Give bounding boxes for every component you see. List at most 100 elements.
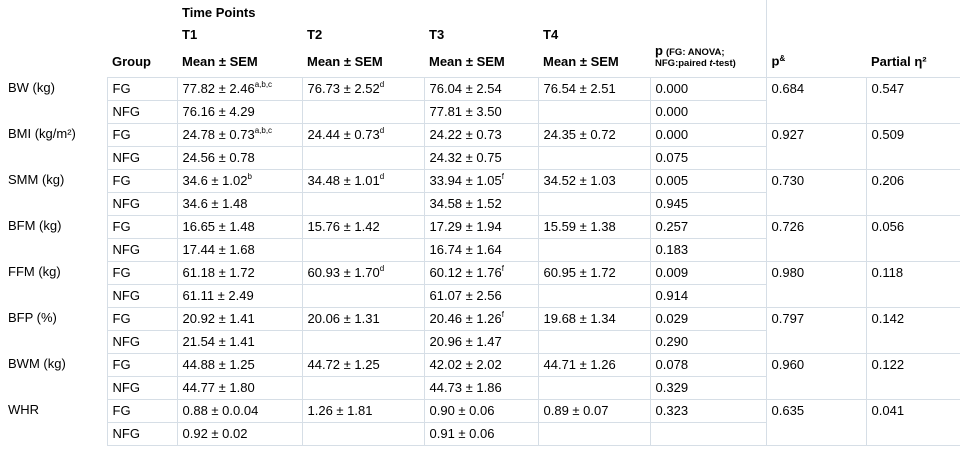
row-label: BFP (%) [8, 310, 57, 325]
row-label: BWM (kg) [8, 356, 66, 371]
cell-t1: 20.92 ± 1.41 [176, 306, 303, 331]
row-label: WHR [8, 402, 40, 417]
header-row-time-points: Group Time Points p (FG: ANOVA; NFG:paired… [0, 0, 960, 77]
cell-t4 [537, 329, 651, 354]
significance-superscript: d [379, 125, 385, 135]
header-row-mean-sem: Mean ± SEM Mean ± SEM Mean ± SEM Mean ± … [0, 44, 960, 77]
cell-t1: 77.82 ± 2.46a,b,c [176, 76, 303, 101]
cell-t3: 0.90 ± 0.06 [423, 398, 539, 423]
cell-t4: 24.35 ± 0.72 [537, 122, 651, 147]
table-row-fg: SMM (kg) FG 34.6 ± 1.02b 34.48 ± 1.01d 33.94… [0, 168, 960, 216]
cell-t3: 42.02 ± 2.02 [423, 352, 539, 377]
cell-t3: 44.73 ± 1.86 [423, 375, 539, 400]
row-label: BFM (kg) [8, 218, 62, 233]
cell-t1: 24.56 ± 0.78 [176, 145, 303, 170]
cell-p: 0.009 [649, 260, 767, 285]
cell-t4: 60.95 ± 1.72 [537, 260, 651, 285]
cell-t3: 0.91 ± 0.06 [423, 421, 539, 446]
corner-cell [0, 0, 107, 77]
cell-p: 0.290 [649, 329, 767, 354]
cell-t4 [537, 283, 651, 308]
cell-partial-eta: 0.056 [865, 214, 960, 262]
cell-t2: 44.72 ± 1.25 [301, 352, 425, 377]
cell-t4: 15.59 ± 1.38 [537, 214, 651, 239]
cell-partial-eta: 0.118 [865, 260, 960, 308]
cell-group: FG [106, 168, 178, 193]
significance-superscript: a,b,c [254, 125, 273, 135]
cell-t4: 34.52 ± 1.03 [537, 168, 651, 193]
cell-group: FG [106, 352, 178, 377]
cell-group: NFG [106, 99, 178, 124]
table-row-fg: FFM (kg) FG 61.18 ± 1.72 60.93 ± 1.70d 60.12… [0, 260, 960, 308]
cell-t4: 0.89 ± 0.07 [537, 398, 651, 423]
col-header-t1: T1 [182, 27, 198, 42]
cell-group: FG [106, 76, 178, 101]
cell-group: NFG [106, 375, 178, 400]
cell-t3: 20.96 ± 1.47 [423, 329, 539, 354]
cell-t2: 76.73 ± 2.52d [301, 76, 425, 101]
cell-p: 0.000 [649, 122, 767, 147]
cell-p: 0.005 [649, 168, 767, 193]
row-label: SMM (kg) [8, 172, 65, 187]
col-header-t3: T3 [429, 27, 445, 42]
significance-superscript: a,b,c [254, 79, 273, 89]
cell-t4 [537, 145, 651, 170]
table-row-fg: BWM (kg) FG 44.88 ± 1.25 44.72 ± 1.25 42.02 … [0, 352, 960, 400]
row-label: FFM (kg) [8, 264, 61, 279]
cell-t2 [301, 329, 425, 354]
cell-p: 0.329 [649, 375, 767, 400]
significance-superscript: d [379, 171, 385, 181]
cell-t3: 16.74 ± 1.64 [423, 237, 539, 262]
cell-t2: 1.26 ± 1.81 [301, 398, 425, 423]
cell-t2 [301, 145, 425, 170]
cell-partial-eta: 0.206 [865, 168, 960, 216]
cell-t1: 61.18 ± 1.72 [176, 260, 303, 285]
col-header-time-points: Time Points [182, 5, 256, 20]
cell-p: 0.029 [649, 306, 767, 331]
cell-t1: 61.11 ± 2.49 [176, 283, 303, 308]
significance-superscript: f [501, 309, 504, 319]
col-header-p: p (FG: ANOVA; NFG:paired t-test) [650, 0, 766, 77]
row-label: BW (kg) [8, 80, 55, 95]
cell-group: NFG [106, 283, 178, 308]
col-header-mean-sem-t1: Mean ± SEM [182, 53, 258, 69]
cell-p: 0.000 [649, 76, 767, 101]
cell-group: NFG [106, 329, 178, 354]
col-header-mean-sem-t4: Mean ± SEM [543, 53, 619, 69]
cell-t2: 24.44 ± 0.73d [301, 122, 425, 147]
cell-t1: 34.6 ± 1.48 [176, 191, 303, 216]
table-row-nfg: NFG 0.92 ± 0.02 0.91 ± 0.06 [0, 421, 960, 446]
cell-group: FG [106, 260, 178, 285]
cell-t4 [537, 421, 651, 446]
cell-p [649, 421, 767, 446]
cell-p: 0.257 [649, 214, 767, 239]
cell-p-amp: 0.927 [765, 122, 867, 170]
col-header-p-amp: p& [765, 0, 867, 77]
cell-group: NFG [106, 145, 178, 170]
col-header-t2: T2 [307, 27, 323, 42]
significance-superscript: f [501, 171, 504, 181]
table-row-nfg: NFG 44.77 ± 1.80 44.73 ± 1.86 0.329 [0, 375, 960, 400]
cell-t4: 44.71 ± 1.26 [537, 352, 651, 377]
cell-t4: 76.54 ± 2.51 [537, 76, 651, 101]
cell-t2: 15.76 ± 1.42 [301, 214, 425, 239]
cell-t3: 17.29 ± 1.94 [423, 214, 539, 239]
cell-t2 [301, 283, 425, 308]
table-row-fg: BFM (kg) FG 16.65 ± 1.48 15.76 ± 1.42 17.29 … [0, 214, 960, 262]
cell-t3: 61.07 ± 2.56 [423, 283, 539, 308]
cell-t1: 44.88 ± 1.25 [176, 352, 303, 377]
table-row-nfg: NFG 17.44 ± 1.68 16.74 ± 1.64 0.183 [0, 237, 960, 262]
cell-partial-eta: 0.122 [865, 352, 960, 400]
cell-group: NFG [106, 191, 178, 216]
p-amp-superscript: & [779, 54, 786, 64]
cell-t3: 76.04 ± 2.54 [423, 76, 539, 101]
col-header-mean-sem-t3: Mean ± SEM [429, 53, 505, 69]
cell-t3: 77.81 ± 3.50 [423, 99, 539, 124]
cell-p-amp: 0.684 [765, 76, 867, 124]
cell-p-amp: 0.730 [765, 168, 867, 216]
cell-partial-eta: 0.142 [865, 306, 960, 354]
cell-group: FG [106, 306, 178, 331]
cell-t1: 16.65 ± 1.48 [176, 214, 303, 239]
p-header-text: p (FG: ANOVA; NFG:paired t-test) [655, 44, 766, 69]
cell-p: 0.914 [649, 283, 767, 308]
